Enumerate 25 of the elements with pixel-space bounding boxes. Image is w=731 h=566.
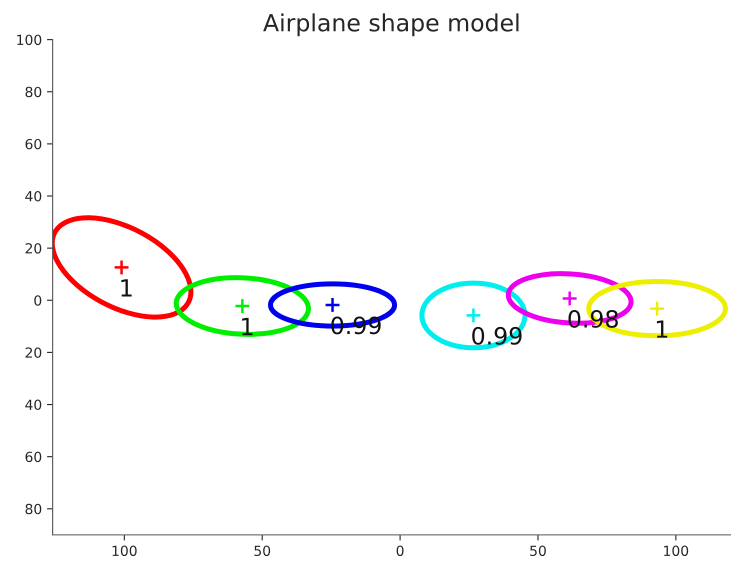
point [561,290,578,307]
y-tick-label: 20 [26,243,42,254]
y-tick-label: 80 [25,86,42,98]
annotation: 1 [242,318,252,336]
point [113,259,130,276]
y-tick-label: 60 [26,452,42,462]
x-tick-label: 100 [112,546,137,556]
x-tick-label: 50 [254,546,270,556]
annotation: 0.98 [568,310,618,328]
annotation: 1 [121,279,132,296]
point [465,307,482,324]
y-tick-label: 40 [25,400,42,410]
y-tick-label: 40 [25,190,42,202]
y-tick-label: 60 [26,138,42,150]
y-tick-label: 80 [25,504,42,514]
x-tick-label: 100 [664,546,688,556]
x-tick-label: 50 [530,546,546,556]
y-tick-label: 100 [17,34,42,46]
point [324,296,341,314]
point [234,298,251,314]
y-tick-label: 0 [34,295,42,306]
x-tick-label: 0 [396,546,404,556]
chart-title: Airplane shape model [263,13,518,36]
y-tick-label: 20 [26,347,42,358]
point [648,300,666,317]
